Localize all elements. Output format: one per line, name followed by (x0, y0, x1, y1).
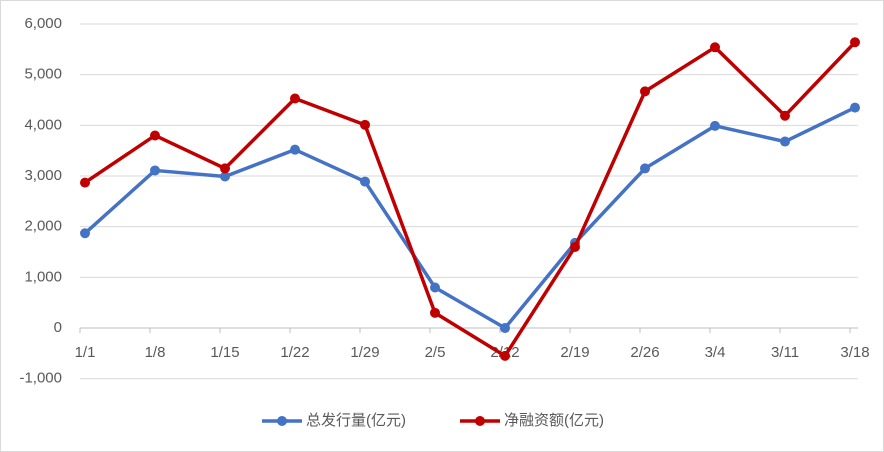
x-tick-label: 2/19 (560, 344, 589, 361)
data-point (780, 110, 790, 121)
data-point (80, 177, 90, 188)
data-point (850, 37, 860, 48)
x-tick-label: 3/18 (840, 344, 869, 361)
x-tick-label: 1/29 (350, 344, 379, 361)
x-tick-label: 1/8 (145, 344, 166, 361)
legend-marker (475, 416, 485, 426)
y-tick-label: 4,000 (24, 116, 62, 133)
data-point (360, 119, 370, 130)
x-tick-label: 2/26 (630, 344, 659, 361)
data-point (500, 350, 510, 361)
x-tick-label: 1/15 (210, 344, 239, 361)
x-tick-label: 1/22 (280, 344, 309, 361)
y-tick-label: 6,000 (24, 15, 62, 32)
legend-label: 总发行量(亿元) (306, 412, 406, 429)
data-point (430, 282, 440, 293)
y-tick-label: 5,000 (24, 66, 62, 83)
x-tick-label: 2/5 (425, 344, 446, 361)
data-point (150, 130, 160, 141)
x-tick-label: 1/1 (75, 344, 96, 361)
data-point (80, 228, 90, 239)
data-point (220, 163, 230, 174)
legend-label: 净融资额(亿元) (504, 412, 604, 429)
data-point (570, 241, 580, 252)
x-tick-label: 3/4 (705, 344, 726, 361)
data-point (290, 144, 300, 155)
data-point (710, 42, 720, 53)
y-tick-label: 0 (54, 319, 62, 336)
data-point (850, 102, 860, 113)
series-line (83, 106, 856, 330)
data-point (710, 120, 720, 131)
data-point (640, 163, 650, 174)
y-tick-label: 1,000 (24, 268, 62, 285)
data-point (430, 307, 440, 318)
x-tick-label: 3/11 (771, 344, 799, 361)
series-line (84, 41, 857, 358)
data-point (360, 176, 370, 187)
data-point (640, 86, 650, 97)
legend-marker (277, 416, 287, 426)
data-point (500, 323, 510, 334)
y-tick-label: -1,000 (19, 370, 62, 387)
y-tick-label: 3,000 (24, 167, 62, 184)
data-point (220, 171, 230, 182)
data-point (780, 136, 790, 147)
data-point (150, 165, 160, 176)
y-tick-label: 2,000 (24, 218, 62, 235)
data-point (290, 93, 300, 104)
